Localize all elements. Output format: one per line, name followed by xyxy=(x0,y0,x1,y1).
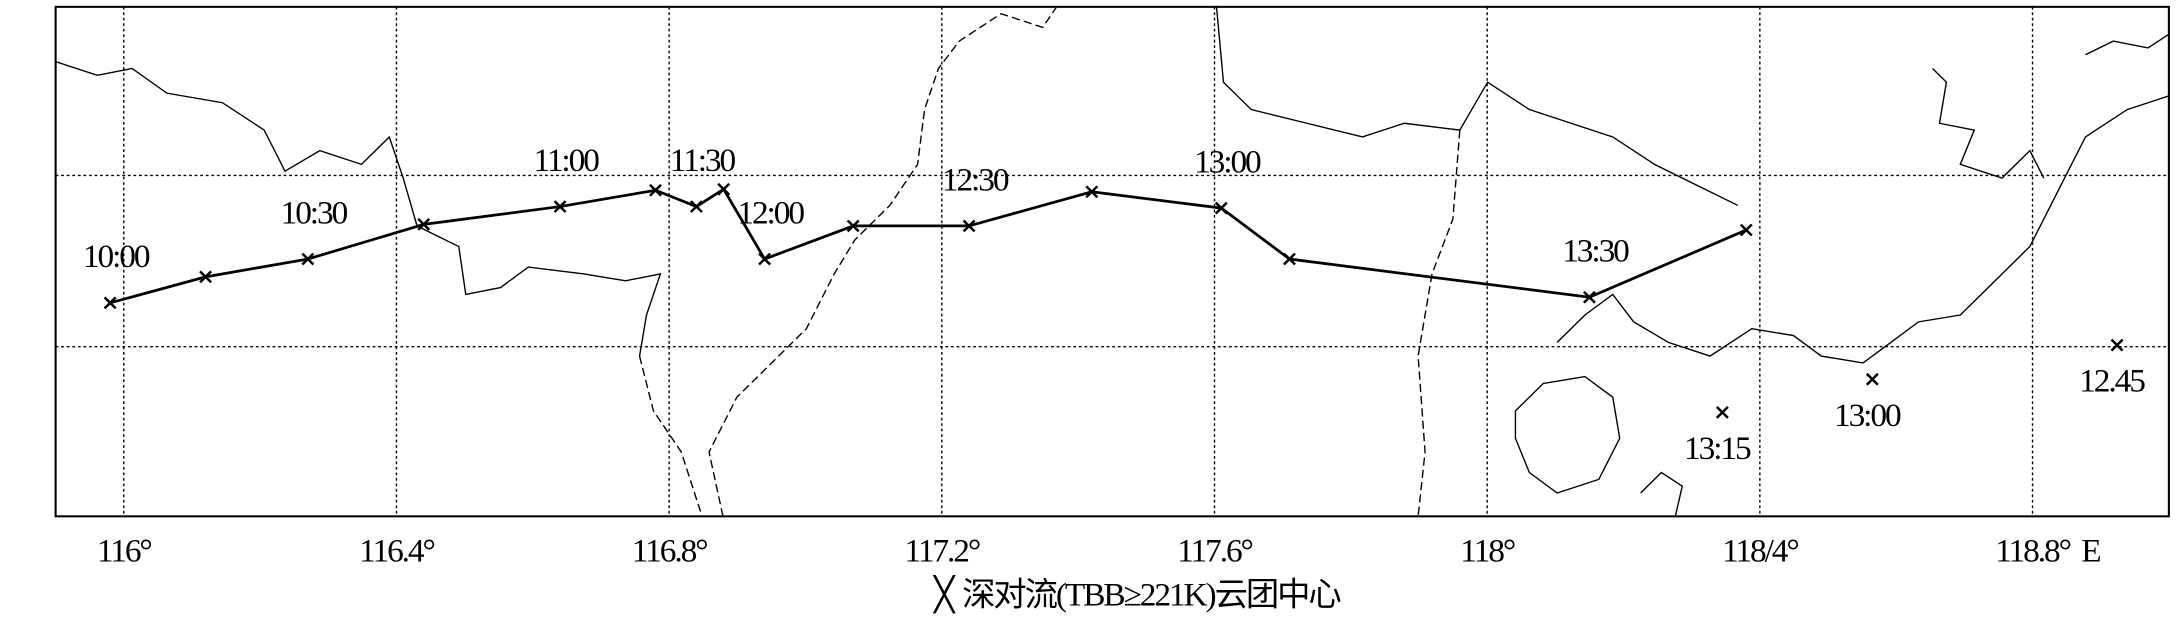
legend-label: 深对流(TBB≥221K)云团中心 xyxy=(962,577,1341,614)
track-point xyxy=(649,183,662,197)
x-axis-label: E xyxy=(2081,533,2100,570)
track-point xyxy=(199,270,213,284)
province-border xyxy=(638,6,1058,517)
island xyxy=(1514,375,1621,494)
time-label: 10:30 xyxy=(281,195,348,232)
legend-marker: ╳ xyxy=(932,575,956,614)
track-point xyxy=(301,252,315,266)
coastlines xyxy=(55,6,2170,517)
cloud-center-point xyxy=(1715,406,1729,419)
track-point xyxy=(962,219,976,233)
time-label: 12.45 xyxy=(2079,363,2145,400)
time-label: 10:00 xyxy=(83,238,150,275)
track-point xyxy=(1085,185,1099,199)
time-label: 13:00 xyxy=(1194,144,1261,181)
coastline xyxy=(1932,67,2045,179)
track-point xyxy=(1739,223,1753,237)
x-tick-label: 116.4° xyxy=(359,533,434,570)
track-point xyxy=(417,218,431,231)
track-point xyxy=(758,252,772,266)
x-tick-label: 118.8° xyxy=(1995,533,2070,570)
x-tick-label: 117.2° xyxy=(904,533,979,570)
cloud-center-point xyxy=(2110,338,2124,352)
track-point xyxy=(846,219,860,233)
time-label: 13:15 xyxy=(1684,430,1751,467)
time-label: 11:00 xyxy=(533,142,599,179)
x-tick-label: 116.8° xyxy=(632,533,707,570)
time-label: 12:00 xyxy=(737,195,804,232)
time-label: 13:30 xyxy=(1562,233,1629,270)
cloud-center-point xyxy=(1865,372,1879,386)
time-label: 13:00 xyxy=(1834,397,1901,434)
coastline xyxy=(55,60,662,357)
x-tick-label: 118° xyxy=(1460,533,1515,570)
track-line xyxy=(109,187,1747,305)
track-point xyxy=(1214,201,1228,215)
time-label: 12:30 xyxy=(942,162,1009,199)
coastline xyxy=(1556,95,2170,364)
coastline xyxy=(1215,6,1739,207)
x-tick-label: 116° xyxy=(97,533,152,570)
coastline xyxy=(2085,33,2170,56)
x-tick-label: 118/4° xyxy=(1722,533,1798,570)
time-label: 11:30 xyxy=(670,142,736,179)
x-tick-label: 117.6° xyxy=(1177,533,1252,570)
island xyxy=(1640,471,1684,517)
track-point xyxy=(717,182,731,196)
province-border xyxy=(1417,130,1461,517)
track-point xyxy=(1283,252,1296,266)
track-point xyxy=(689,200,703,213)
track-point xyxy=(1582,290,1596,304)
track-point xyxy=(103,296,117,310)
plot-frame xyxy=(54,5,2170,518)
track-point xyxy=(553,200,567,213)
